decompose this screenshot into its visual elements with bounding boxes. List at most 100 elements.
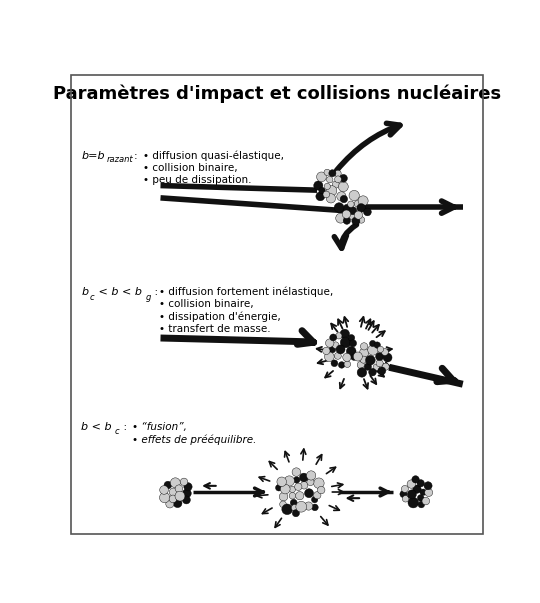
Circle shape (375, 353, 383, 361)
Circle shape (378, 367, 386, 375)
Circle shape (340, 329, 349, 339)
Circle shape (173, 499, 182, 508)
Circle shape (293, 477, 300, 483)
Circle shape (346, 347, 356, 356)
Circle shape (325, 352, 334, 362)
Circle shape (324, 183, 330, 189)
Circle shape (292, 505, 298, 511)
Circle shape (334, 353, 341, 359)
Circle shape (343, 204, 351, 212)
Circle shape (319, 188, 325, 194)
Circle shape (312, 504, 318, 511)
Circle shape (330, 334, 337, 341)
Circle shape (344, 361, 350, 367)
Circle shape (424, 482, 432, 490)
Circle shape (360, 343, 368, 350)
Circle shape (277, 477, 287, 487)
Circle shape (296, 501, 307, 512)
Circle shape (376, 359, 383, 367)
Circle shape (420, 489, 427, 496)
Circle shape (353, 352, 362, 361)
Circle shape (289, 493, 296, 499)
Circle shape (289, 486, 295, 493)
Circle shape (349, 213, 356, 220)
Circle shape (407, 490, 416, 499)
Circle shape (280, 484, 290, 494)
Circle shape (373, 364, 380, 371)
Circle shape (401, 485, 408, 493)
Circle shape (348, 201, 354, 207)
Circle shape (170, 478, 180, 488)
Circle shape (340, 174, 347, 182)
Circle shape (166, 500, 174, 508)
Circle shape (349, 191, 359, 201)
Text: • diffusion fortement inélastique,: • diffusion fortement inélastique, (159, 286, 333, 297)
Text: • transfert de masse.: • transfert de masse. (159, 324, 271, 334)
Text: b=b: b=b (82, 151, 105, 160)
Circle shape (349, 207, 357, 215)
Circle shape (327, 186, 337, 196)
Circle shape (374, 342, 381, 349)
Circle shape (305, 489, 314, 497)
Circle shape (342, 210, 350, 218)
Circle shape (343, 353, 351, 361)
Circle shape (366, 355, 375, 365)
Circle shape (425, 488, 433, 496)
Circle shape (368, 345, 378, 355)
Circle shape (322, 347, 330, 355)
Circle shape (340, 195, 348, 203)
Circle shape (402, 496, 409, 502)
Circle shape (383, 353, 392, 362)
Text: :: : (120, 421, 127, 432)
Circle shape (284, 476, 294, 486)
Circle shape (175, 491, 185, 501)
Circle shape (357, 368, 367, 377)
Circle shape (354, 211, 362, 219)
Text: • peu de dissipation.: • peu de dissipation. (144, 175, 252, 185)
Circle shape (360, 356, 367, 363)
Circle shape (292, 468, 301, 476)
Circle shape (349, 339, 356, 347)
Text: g: g (146, 292, 151, 302)
Circle shape (332, 342, 339, 349)
Circle shape (336, 213, 346, 223)
Text: • “fusion”,: • “fusion”, (132, 421, 187, 432)
Text: • diffusion quasi-élastique,: • diffusion quasi-élastique, (144, 150, 285, 161)
Circle shape (279, 493, 288, 501)
Circle shape (358, 216, 365, 223)
Circle shape (351, 354, 357, 361)
Circle shape (324, 169, 330, 175)
Circle shape (312, 496, 318, 503)
Circle shape (412, 476, 419, 483)
Circle shape (331, 360, 338, 367)
Circle shape (169, 495, 177, 503)
Circle shape (348, 335, 355, 341)
Circle shape (305, 502, 313, 510)
Circle shape (316, 192, 325, 201)
Circle shape (295, 483, 302, 490)
Circle shape (280, 501, 286, 508)
Circle shape (335, 176, 341, 183)
Circle shape (314, 491, 321, 499)
Circle shape (175, 485, 183, 493)
Circle shape (282, 504, 293, 514)
Circle shape (358, 196, 368, 206)
Text: c: c (89, 292, 94, 302)
Circle shape (336, 333, 342, 339)
Circle shape (327, 177, 333, 183)
Circle shape (326, 194, 335, 203)
Circle shape (382, 363, 389, 370)
Circle shape (343, 217, 350, 224)
Circle shape (369, 340, 376, 347)
Circle shape (407, 480, 415, 488)
Text: • dissipation d'énergie,: • dissipation d'énergie, (159, 311, 281, 321)
Circle shape (334, 203, 344, 212)
Circle shape (339, 362, 345, 368)
Circle shape (314, 181, 323, 190)
Text: b: b (82, 287, 89, 297)
Circle shape (183, 496, 191, 504)
Circle shape (354, 201, 360, 207)
Circle shape (307, 479, 314, 485)
Text: b < b: b < b (82, 421, 112, 432)
Circle shape (357, 204, 366, 212)
